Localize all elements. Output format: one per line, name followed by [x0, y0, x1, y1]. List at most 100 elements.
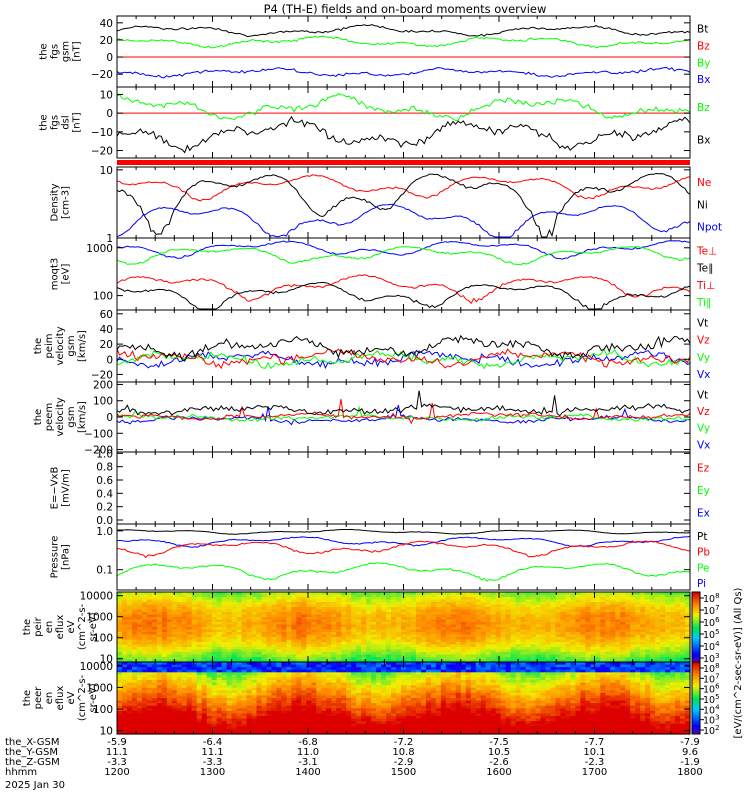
heatmap-cell [660, 639, 666, 643]
heatmap-cell [121, 672, 128, 676]
heatmap-cell [595, 609, 601, 613]
heatmap-cell [550, 624, 557, 628]
heatmap-cell [660, 624, 666, 628]
heatmap-cell [201, 652, 208, 656]
heatmap-cell [246, 592, 253, 596]
heatmap-cell [186, 602, 193, 606]
heatmap-cell [271, 619, 278, 623]
heatmap-cell [256, 687, 263, 691]
heatmap-cell [256, 594, 263, 598]
heatmap-cell [376, 649, 382, 653]
heatmap-cell [445, 627, 452, 631]
heatmap-cell [605, 649, 611, 653]
heatmap-cell [271, 634, 278, 638]
heatmap-cell [286, 721, 292, 725]
heatmap-cell [141, 602, 148, 606]
heatmap-cell [226, 677, 233, 681]
heatmap-cell [176, 674, 183, 679]
heatmap-cell [266, 652, 273, 656]
heatmap-cell [251, 723, 258, 727]
heatmap-cell [117, 708, 123, 712]
y-axis-label: gsm [66, 335, 77, 356]
heatmap-cell [685, 644, 691, 648]
heatmap-cell [236, 592, 243, 596]
heatmap-cell [117, 690, 123, 694]
heatmap-cell [630, 597, 636, 601]
heatmap-cell [371, 602, 377, 606]
heatmap-cell [146, 642, 153, 646]
heatmap-cell [211, 602, 218, 606]
heatmap-cell [151, 687, 158, 691]
heatmap-cell [216, 622, 223, 626]
heatmap-cell [176, 617, 183, 621]
heatmap-cell [600, 624, 606, 628]
heatmap-cell [525, 614, 532, 618]
heatmap-cell [615, 594, 621, 598]
heatmap-cell [176, 672, 183, 676]
heatmap-cell [530, 622, 537, 626]
heatmap-cell [181, 599, 188, 603]
heatmap-cell [396, 649, 402, 653]
heatmap-cell [291, 664, 297, 668]
y-axis-label: (cm^2-s- [77, 603, 88, 650]
heatmap-cell [196, 659, 203, 663]
heatmap-cell [535, 644, 542, 648]
heatmap-cell [161, 662, 168, 666]
heatmap-cell [241, 700, 248, 704]
heatmap-cell [156, 594, 163, 598]
heatmap-cell [396, 639, 402, 643]
heatmap-cell [560, 604, 567, 608]
heatmap-cell [495, 619, 502, 623]
heatmap-cell [201, 627, 208, 631]
heatmap-cell [430, 624, 437, 628]
heatmap-cell [241, 672, 248, 676]
heatmap-cell [620, 599, 626, 603]
heatmap-cell [331, 644, 337, 648]
heatmap-cell [376, 594, 382, 598]
heatmap-cell [371, 629, 377, 633]
heatmap-cell [490, 657, 497, 661]
heatmap-cell [655, 617, 661, 621]
heatmap-cell [286, 708, 292, 712]
heatmap-cell [545, 594, 552, 598]
heatmap-cell [191, 627, 198, 631]
heatmap-cell [117, 637, 123, 641]
heatmap-cell [376, 652, 382, 656]
heatmap-cell [201, 614, 208, 618]
heatmap-cell [356, 614, 362, 618]
heatmap-cell [665, 659, 671, 663]
heatmap-cell [206, 612, 213, 616]
heatmap-cell [211, 674, 218, 679]
heatmap-cell [430, 614, 437, 618]
heatmap-cell [117, 609, 123, 613]
heatmap-cell [415, 624, 422, 628]
heatmap-cell [346, 652, 352, 656]
heatmap-cell [625, 642, 631, 646]
heatmap-cell [286, 627, 292, 631]
heatmap-cell [176, 703, 183, 707]
heatmap-cell [620, 622, 626, 626]
heatmap-cell [331, 612, 337, 616]
heatmap-cell [126, 708, 133, 712]
heatmap-cell [146, 592, 153, 596]
series-Bz [116, 35, 691, 49]
heatmap-cell [196, 602, 203, 606]
heatmap-cell [156, 700, 163, 704]
heatmap-cell [241, 726, 248, 730]
heatmap-cell [640, 612, 646, 616]
heatmap-cell [186, 614, 193, 618]
heatmap-cell [256, 592, 263, 596]
heatmap-cell [296, 602, 302, 606]
heatmap-cell [465, 632, 472, 636]
heatmap-cell [430, 619, 437, 623]
heatmap-cell [176, 726, 183, 730]
heatmap-cell [221, 667, 228, 671]
y-tick-label: 0.8 [96, 462, 113, 474]
heatmap-cell [286, 690, 292, 694]
heatmap-cell [645, 602, 651, 606]
heatmap-cell [136, 710, 143, 715]
heatmap-cell [231, 716, 238, 720]
heatmap-cell [126, 731, 133, 735]
heatmap-cell [186, 682, 193, 686]
heatmap-cell [420, 609, 427, 613]
